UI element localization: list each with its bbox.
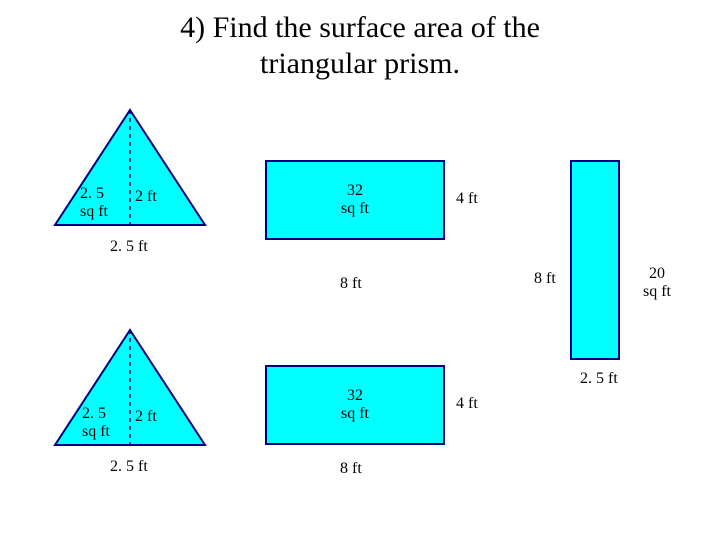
- diagram-stage: 4) Find the surface area of the triangul…: [0, 0, 720, 540]
- triangle-1-area-l2: sq ft: [80, 203, 108, 220]
- triangle-2: [55, 330, 205, 445]
- rect-2-area-l1: 32: [347, 387, 363, 404]
- rect-1-area-l2: sq ft: [341, 200, 369, 217]
- rect-3-width-label: 2. 5 ft: [580, 370, 618, 388]
- triangle-1-height-label: 2 ft: [135, 188, 157, 206]
- title-line-1: 4) Find the surface area of the: [180, 11, 540, 44]
- rect-2-width-label: 8 ft: [340, 460, 362, 478]
- triangle-2-area-l2: sq ft: [82, 423, 110, 440]
- page-title: 4) Find the surface area of the triangul…: [0, 10, 720, 82]
- rect-1-width-label: 8 ft: [340, 275, 362, 293]
- rect-3-area-l1: 20: [649, 265, 665, 282]
- triangle-1-base-label: 2. 5 ft: [110, 238, 148, 256]
- rect-2-area-l2: sq ft: [341, 405, 369, 422]
- title-line-2: triangular prism.: [260, 47, 460, 80]
- triangle-2-area-l1: 2. 5: [82, 405, 106, 422]
- rect-1-height-label: 4 ft: [456, 190, 478, 208]
- triangle-2-height-label: 2 ft: [135, 408, 157, 426]
- triangle-1-area: 2. 5 sq ft: [80, 185, 125, 220]
- triangle-2-base-label: 2. 5 ft: [110, 458, 148, 476]
- rect-3: [570, 160, 620, 360]
- rect-1-area: 32 sq ft: [320, 182, 390, 217]
- rect-1-area-l1: 32: [347, 182, 363, 199]
- rect-2-area: 32 sq ft: [320, 387, 390, 422]
- rect-2-height-label: 4 ft: [456, 395, 478, 413]
- rect-3-height-label: 8 ft: [534, 270, 556, 288]
- rect-3-area: 20 sq ft: [627, 265, 687, 300]
- triangle-1: [55, 110, 205, 225]
- rect-3-area-l2: sq ft: [643, 283, 671, 300]
- triangle-1-area-l1: 2. 5: [80, 185, 104, 202]
- triangle-2-area: 2. 5 sq ft: [82, 405, 127, 440]
